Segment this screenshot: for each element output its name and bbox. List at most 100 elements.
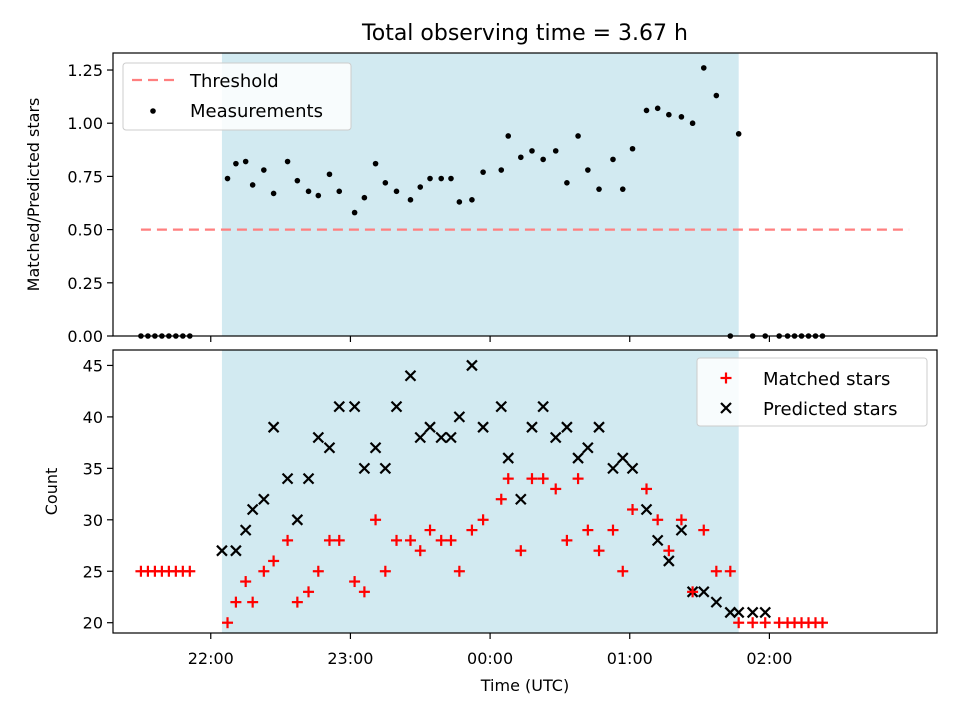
measurement-point	[448, 175, 454, 182]
predicted-star-marker	[323, 441, 336, 454]
top-y-axis-label: Matched/Predicted stars	[24, 98, 43, 292]
measurement-point	[552, 148, 559, 154]
predicted-star-marker	[593, 421, 605, 433]
predicted-star-marker	[414, 431, 427, 444]
matched-star-marker	[323, 534, 335, 546]
measurement-point	[735, 131, 742, 137]
measurement-point	[427, 175, 433, 182]
bottom-y-tick-label: 40	[83, 408, 103, 427]
top-y-tick-label: 0.75	[67, 167, 103, 186]
measurement-point	[469, 197, 475, 203]
matched-star-marker	[358, 586, 370, 598]
measurement-point	[326, 171, 333, 178]
bottom-y-tick-label: 45	[83, 356, 103, 375]
predicted-star-marker	[348, 400, 361, 413]
matched-star-marker	[582, 524, 594, 536]
matched-star-marker	[561, 534, 573, 546]
top-y-tick-label: 1.00	[67, 114, 103, 133]
legend-matched-swatch	[720, 372, 732, 384]
measurement-point	[224, 175, 231, 182]
measurement-point	[393, 188, 400, 195]
predicted-star-marker	[291, 514, 304, 526]
predicted-star-marker	[724, 606, 737, 619]
measurement-point	[261, 167, 267, 173]
measurement-point	[629, 145, 636, 152]
matched-star-marker	[759, 617, 771, 629]
top-panel: 0.00 0.25 0.50 0.75 1.00 1.25 Matched/Predict…	[24, 52, 938, 346]
matched-star-marker	[349, 576, 361, 588]
predicted-star-marker	[663, 555, 675, 567]
bottom-y-tick-label: 35	[83, 459, 103, 478]
measurement-point	[610, 156, 616, 163]
bottom-y-tick-label: 30	[83, 511, 103, 530]
top-y-tick-label: 0.50	[67, 221, 103, 240]
x-tick-label: 22:00	[188, 649, 234, 668]
predicted-star-marker	[453, 411, 466, 423]
predicted-star-marker	[526, 421, 538, 433]
measurement-point	[540, 156, 546, 163]
measurement-point	[372, 160, 379, 167]
matched-star-marker	[379, 565, 391, 577]
matched-star-marker	[282, 534, 294, 546]
predicted-star-marker	[258, 493, 270, 505]
measurement-point	[654, 105, 661, 112]
measurement-point	[480, 169, 486, 175]
predicted-star-marker	[710, 596, 723, 608]
predicted-star-marker	[616, 452, 629, 464]
measurement-point	[351, 209, 358, 216]
legend-predicted-label: Predicted stars	[763, 399, 897, 420]
measurement-point	[529, 148, 535, 154]
predicted-star-marker	[267, 421, 280, 433]
measurement-point	[361, 194, 368, 201]
legend-measurements-label: Measurements	[190, 101, 323, 122]
matched-star-marker	[370, 514, 382, 526]
measurement-point	[294, 177, 301, 184]
predicted-star-marker	[502, 452, 515, 464]
bottom-y-axis-ticks: 20 25 30 35 40 45	[83, 356, 113, 633]
matched-star-marker	[424, 524, 436, 536]
legend-predicted-swatch	[720, 402, 732, 414]
predicted-star-marker	[369, 441, 382, 454]
matched-star-marker	[663, 545, 675, 557]
x-tick-label: 00:00	[467, 649, 513, 668]
matched-star-marker	[333, 534, 345, 546]
matched-star-marker	[710, 565, 722, 577]
predicted-star-marker	[239, 524, 252, 536]
bottom-highlight-window	[221, 350, 739, 633]
bottom-y-axis-label: Count	[42, 468, 61, 516]
predicted-star-marker	[561, 421, 573, 433]
measurement-point	[518, 154, 524, 161]
matched-star-marker	[445, 534, 457, 546]
predicted-star-marker	[572, 452, 584, 464]
matched-star-marker	[453, 565, 465, 577]
predicted-star-marker	[312, 431, 325, 444]
bottom-legend: Matched stars Predicted stars	[696, 357, 928, 427]
matched-star-marker	[414, 545, 426, 557]
matched-star-marker	[652, 514, 664, 526]
matched-star-marker	[675, 514, 687, 526]
matched-star-markers	[135, 473, 828, 629]
matched-star-marker	[477, 514, 489, 526]
matched-star-marker	[495, 493, 507, 505]
matched-star-marker	[247, 596, 259, 608]
measurement-point	[619, 186, 626, 192]
measurement-point	[305, 188, 312, 195]
matched-star-marker	[641, 483, 653, 495]
measurement-point	[585, 167, 591, 173]
measurement-point	[382, 179, 389, 186]
measurement-point	[575, 133, 581, 139]
predicted-star-marker	[732, 606, 745, 619]
top-x-axis-ticks	[210, 336, 771, 342]
measurement-point	[643, 107, 650, 114]
matched-star-marker	[312, 565, 324, 577]
matched-star-marker	[502, 473, 514, 485]
predicted-star-marker	[537, 400, 549, 413]
predicted-star-marker	[651, 534, 664, 547]
measurement-point	[438, 175, 445, 182]
matched-star-marker	[515, 545, 527, 557]
matched-star-marker	[816, 617, 828, 629]
matched-star-marker	[240, 576, 252, 588]
predicted-star-marker	[230, 544, 242, 557]
predicted-star-marker	[281, 472, 294, 485]
predicted-star-marker	[675, 524, 688, 536]
